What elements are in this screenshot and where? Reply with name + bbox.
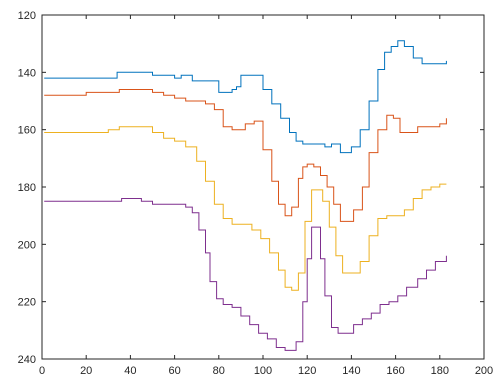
x-tick-label: 40 [124,365,136,377]
x-tick-label: 140 [342,365,360,377]
plot-background [42,15,484,359]
y-tick-label: 240 [18,354,36,366]
y-tick-label: 120 [18,10,36,22]
x-tick-label: 180 [431,365,449,377]
series-line-4 [44,198,447,351]
x-tick-label: 100 [254,365,272,377]
y-tick-label: 140 [18,67,36,79]
y-tick-label: 200 [18,239,36,251]
series-layer [44,40,447,351]
x-tick-label: 120 [298,365,316,377]
series-line-1 [44,40,447,154]
x-tick-label: 0 [39,365,45,377]
y-tick-label: 220 [18,297,36,309]
series-line-2 [44,89,447,222]
y-axis-ticks: 120 140 160 180 200 220 240 [18,10,484,366]
x-axis-ticks: 0 20 40 60 80 100 120 140 160 180 200 [39,15,493,377]
x-tick-label: 160 [386,365,404,377]
series-line-3 [44,126,447,291]
y-tick-label: 160 [18,125,36,137]
x-tick-label: 200 [475,365,493,377]
x-tick-label: 80 [213,365,225,377]
y-tick-label: 180 [18,182,36,194]
x-tick-label: 20 [80,365,92,377]
x-tick-label: 60 [168,365,180,377]
